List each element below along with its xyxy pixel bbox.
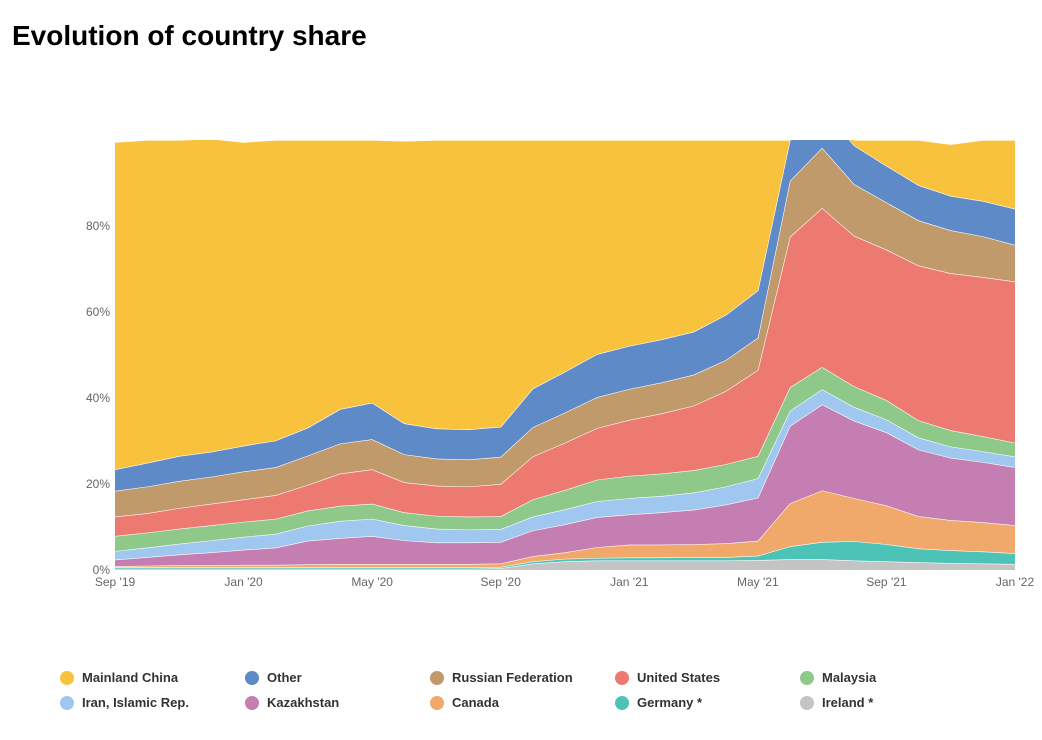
legend-swatch <box>245 696 259 710</box>
chart-container: Share of global hashrate (monthly averag… <box>55 140 1015 610</box>
legend-item[interactable]: Kazakhstan <box>245 695 430 710</box>
legend-label: United States <box>637 670 720 685</box>
legend-item[interactable]: Other <box>245 670 430 685</box>
legend-swatch <box>800 696 814 710</box>
legend-item[interactable]: United States <box>615 670 800 685</box>
x-tick-label: Jan '20 <box>224 575 262 589</box>
y-tick-label: 60% <box>75 305 110 319</box>
legend-swatch <box>245 671 259 685</box>
y-tick-label: 40% <box>75 391 110 405</box>
legend-item[interactable]: Germany * <box>615 695 800 710</box>
legend-item[interactable]: Ireland * <box>800 695 985 710</box>
legend-label: Russian Federation <box>452 670 573 685</box>
y-tick-label: 20% <box>75 477 110 491</box>
legend-swatch <box>60 671 74 685</box>
legend-item[interactable]: Russian Federation <box>430 670 615 685</box>
legend-swatch <box>615 696 629 710</box>
legend-item[interactable]: Malaysia <box>800 670 985 685</box>
x-tick-label: Sep '19 <box>95 575 135 589</box>
page-title: Evolution of country share <box>0 0 1042 52</box>
legend-label: Malaysia <box>822 670 876 685</box>
x-tick-label: May '21 <box>737 575 779 589</box>
legend: Mainland China Other Russian Federation Uni… <box>60 670 1020 720</box>
legend-swatch <box>615 671 629 685</box>
x-tick-label: Sep '20 <box>481 575 521 589</box>
x-tick-label: May '20 <box>351 575 393 589</box>
legend-label: Mainland China <box>82 670 178 685</box>
legend-item[interactable]: Iran, Islamic Rep. <box>60 695 245 710</box>
legend-label: Kazakhstan <box>267 695 339 710</box>
area-chart-svg <box>115 140 1015 570</box>
x-tick-label: Sep '21 <box>866 575 906 589</box>
legend-swatch <box>430 696 444 710</box>
legend-swatch <box>60 696 74 710</box>
plot-area <box>115 140 1015 570</box>
legend-item[interactable]: Canada <box>430 695 615 710</box>
legend-label: Germany * <box>637 695 702 710</box>
legend-label: Ireland * <box>822 695 873 710</box>
legend-label: Canada <box>452 695 499 710</box>
legend-swatch <box>800 671 814 685</box>
x-tick-label: Jan '21 <box>610 575 648 589</box>
legend-label: Other <box>267 670 302 685</box>
y-tick-label: 80% <box>75 219 110 233</box>
legend-swatch <box>430 671 444 685</box>
legend-item[interactable]: Mainland China <box>60 670 245 685</box>
x-tick-label: Jan '22 <box>996 575 1034 589</box>
legend-label: Iran, Islamic Rep. <box>82 695 189 710</box>
